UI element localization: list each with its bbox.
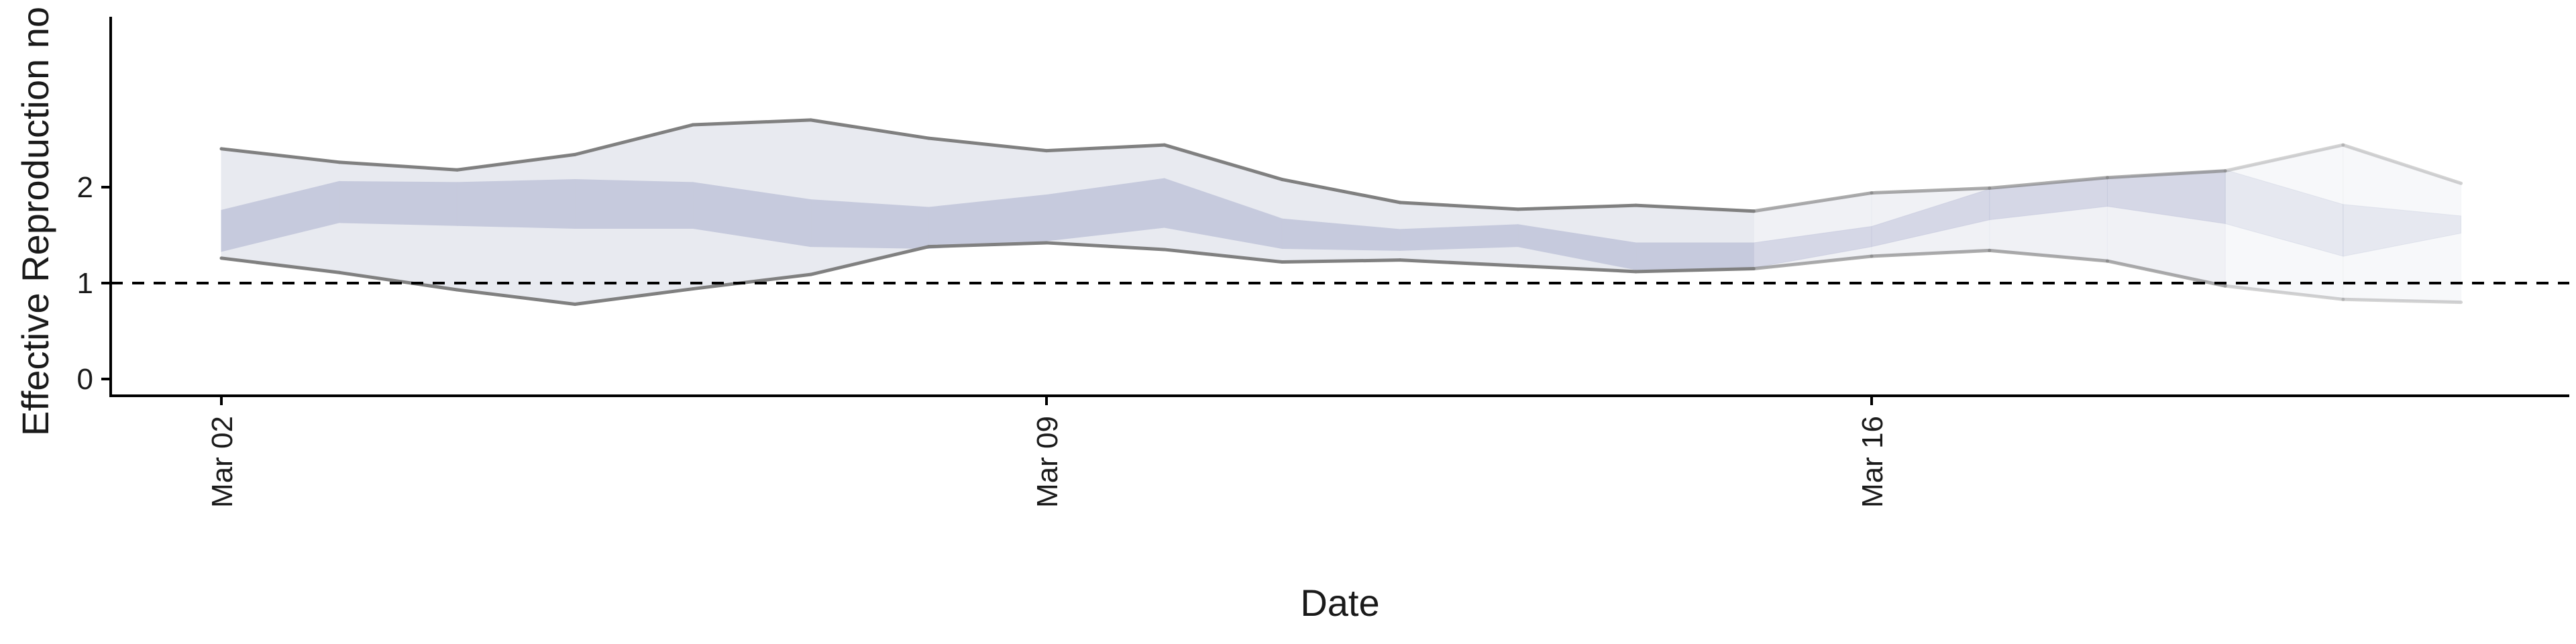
- upper-bound-line-segment: [1398, 201, 1520, 211]
- upper-bound-line-segment: [2223, 143, 2345, 173]
- inner-band-segment: [339, 180, 458, 226]
- upper-bound-line-segment: [573, 123, 695, 156]
- outer-band-segment: [2343, 144, 2462, 303]
- inner-band-segment: [1635, 242, 1754, 270]
- axes: [109, 17, 2569, 397]
- interval-bands: [221, 119, 2462, 305]
- y-tick-label: 2: [77, 171, 93, 204]
- lower-bound-line-segment: [691, 272, 813, 291]
- interval-bound-lines: [219, 118, 2463, 306]
- lower-bound-line-segment: [926, 241, 1049, 249]
- lower-bound-line-segment: [219, 256, 341, 274]
- outer-band-segment: [2224, 144, 2344, 300]
- lower-bound-line-segment: [1044, 241, 1167, 252]
- upper-bound-line-segment: [1163, 143, 1284, 182]
- lower-bound-line-segment: [1988, 248, 2109, 263]
- lower-bound-line-segment: [809, 245, 930, 276]
- y-tick-label: 1: [77, 267, 93, 300]
- inner-band-segment: [574, 179, 694, 229]
- lower-bound-line-segment: [573, 287, 695, 306]
- inner-band-segment: [810, 199, 929, 250]
- inner-band-segment: [2343, 204, 2462, 257]
- lower-bound-line-segment: [2105, 259, 2227, 288]
- lower-bound-line-segment: [1398, 258, 1520, 268]
- upper-bound-line-segment: [1280, 178, 1402, 205]
- upper-bound-line-segment: [1752, 191, 1874, 213]
- upper-bound-line-segment: [1634, 203, 1756, 213]
- lower-bound-line-segment: [337, 270, 459, 292]
- upper-bound-line-segment: [337, 160, 459, 172]
- inner-band-segment: [2224, 169, 2344, 257]
- y-axis-title: Effective Reproduction no: [14, 7, 56, 436]
- upper-bound-line-segment: [1870, 186, 1992, 195]
- lower-bound-line-segment: [1280, 258, 1402, 264]
- outer-band-segment: [456, 154, 576, 305]
- lower-bound-line-segment: [2341, 297, 2463, 305]
- upper-bound-line-segment: [691, 118, 813, 127]
- upper-bound-line-segment: [1516, 203, 1638, 211]
- x-tick-label: Mar 16: [1856, 416, 1889, 508]
- upper-bound-line-segment: [2341, 143, 2463, 185]
- lower-bound-line-segment: [2223, 284, 2345, 301]
- lower-bound-line-segment: [1870, 248, 1992, 258]
- inner-band-segment: [1399, 224, 1519, 251]
- inner-band-segment: [456, 179, 576, 229]
- x-tick-label: Mar 02: [206, 416, 239, 508]
- ticks: 0 1 2 Mar 02 Mar 09 Mar 16: [77, 171, 1889, 508]
- upper-bound-line-segment: [809, 118, 930, 140]
- lower-bound-line-segment: [455, 288, 577, 306]
- lower-bound-line-segment: [1634, 267, 1756, 274]
- upper-bound-line-segment: [1988, 176, 2109, 190]
- upper-bound-line-segment: [219, 147, 341, 164]
- upper-bound-line-segment: [1044, 143, 1167, 153]
- upper-bound-line-segment: [926, 136, 1049, 153]
- lower-bound-line-segment: [1516, 264, 1638, 274]
- lower-bound-line-segment: [1752, 254, 1874, 271]
- upper-bound-line-segment: [455, 152, 577, 172]
- lower-bound-line-segment: [1163, 248, 1284, 264]
- x-axis-title: Date: [1300, 582, 1379, 624]
- y-tick-label: 0: [77, 363, 93, 396]
- upper-bound-line-segment: [2105, 169, 2227, 180]
- x-tick-label: Mar 09: [1031, 416, 1064, 508]
